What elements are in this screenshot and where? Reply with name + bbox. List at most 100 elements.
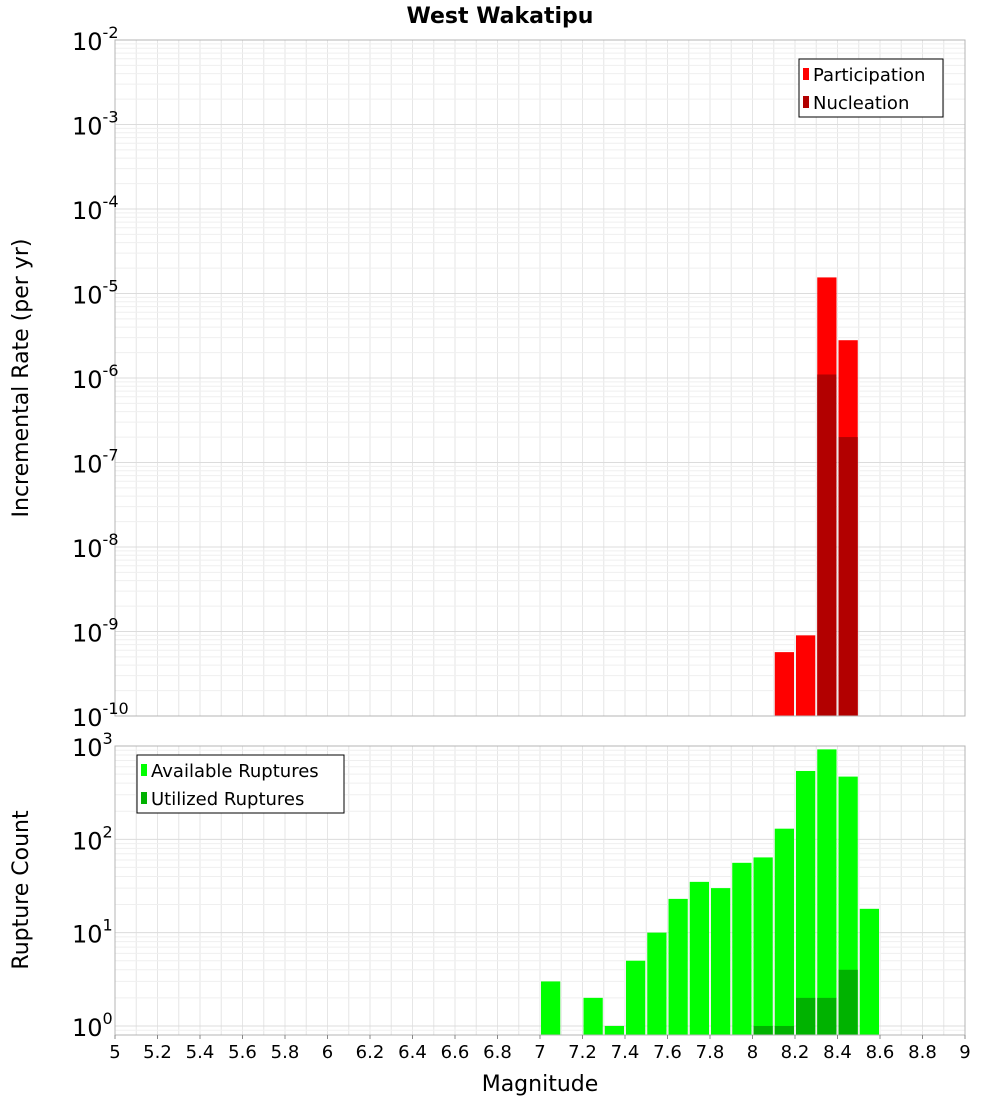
legend-swatch — [141, 764, 147, 776]
y-tick-base: 10 — [72, 28, 103, 56]
y-tick-base: 10 — [72, 734, 103, 762]
x-tick-label: 7.4 — [611, 1042, 640, 1063]
x-tick-label: 7.6 — [653, 1042, 682, 1063]
y-tick-exponent: -7 — [103, 446, 119, 465]
bar — [626, 960, 646, 1035]
bar — [817, 374, 837, 716]
x-tick-label: 9 — [959, 1042, 970, 1063]
x-tick-label: 6.6 — [441, 1042, 470, 1063]
x-tick-label: 8.6 — [866, 1042, 895, 1063]
legend-swatch — [141, 792, 147, 804]
bar — [859, 908, 879, 1035]
y-tick-exponent: 0 — [103, 1009, 113, 1028]
bar — [541, 981, 561, 1035]
y-tick-base: 10 — [72, 620, 103, 648]
y-tick-exponent: 3 — [103, 729, 113, 748]
x-tick-label: 8.2 — [781, 1042, 810, 1063]
x-tick-label: 7 — [534, 1042, 545, 1063]
y-tick-label: 10-9 — [72, 615, 119, 648]
bar — [796, 997, 816, 1035]
y-tick-label: 100 — [72, 1009, 113, 1042]
x-tick-label: 8.8 — [908, 1042, 937, 1063]
x-tick-label: 6 — [322, 1042, 333, 1063]
y-tick-label: 103 — [72, 729, 113, 762]
y-tick-label: 10-7 — [72, 446, 119, 479]
y-tick-exponent: -6 — [103, 361, 119, 380]
bar — [817, 749, 837, 1035]
y-tick-label: 10-4 — [72, 192, 119, 225]
rate-panel: 10-1010-910-810-710-610-510-410-310-2Inc… — [9, 23, 966, 732]
x-tick-label: 5 — [109, 1042, 120, 1063]
x-tick-label: 6.4 — [398, 1042, 427, 1063]
legend-swatch — [803, 68, 809, 80]
x-tick-label: 5.4 — [186, 1042, 215, 1063]
bar — [753, 857, 773, 1035]
y-tick-exponent: -3 — [103, 108, 119, 127]
x-tick-label: 6.2 — [356, 1042, 385, 1063]
x-tick-label: 5.2 — [143, 1042, 172, 1063]
y-tick-base: 10 — [72, 1014, 103, 1042]
bar — [817, 997, 837, 1035]
legend-swatch — [803, 96, 809, 108]
legend-box — [136, 754, 345, 814]
bar — [774, 652, 794, 716]
y-tick-exponent: -9 — [103, 615, 119, 634]
legend-label: Available Ruptures — [151, 761, 319, 782]
x-tick-label: 8.4 — [823, 1042, 852, 1063]
bar — [838, 969, 858, 1035]
y-tick-label: 10-10 — [72, 699, 129, 732]
y-tick-label: 10-5 — [72, 277, 119, 310]
y-tick-exponent: 2 — [103, 822, 113, 841]
bar — [604, 1025, 624, 1035]
bar — [796, 770, 816, 1035]
x-axis-label: Magnitude — [482, 1072, 599, 1097]
y-tick-base: 10 — [72, 113, 103, 141]
x-tick-label: 5.8 — [271, 1042, 300, 1063]
bar — [774, 828, 794, 1035]
y-tick-label: 10-6 — [72, 361, 119, 394]
y-tick-base: 10 — [72, 535, 103, 563]
y-tick-label: 10-2 — [72, 23, 119, 56]
legend-label: Participation — [813, 65, 925, 86]
bar — [753, 1025, 773, 1035]
y-tick-exponent: 1 — [103, 916, 113, 935]
y-tick-label: 102 — [72, 822, 113, 855]
plot-frame — [114, 39, 966, 717]
y-tick-label: 10-3 — [72, 108, 119, 141]
y-tick-base: 10 — [72, 921, 103, 949]
bar — [838, 437, 858, 716]
bar — [711, 888, 731, 1035]
y-tick-base: 10 — [72, 451, 103, 479]
bar — [689, 881, 709, 1035]
y-axis-label: Incremental Rate (per yr) — [9, 239, 34, 518]
chart-title: West Wakatipu — [407, 4, 594, 29]
y-tick-exponent: -5 — [103, 277, 119, 296]
legend-label: Nucleation — [813, 93, 909, 114]
x-tick-label: 7.8 — [696, 1042, 725, 1063]
y-tick-base: 10 — [72, 366, 103, 394]
y-tick-label: 10-8 — [72, 530, 119, 563]
legend-label: Utilized Ruptures — [151, 789, 304, 810]
y-tick-base: 10 — [72, 282, 103, 310]
bar — [732, 862, 752, 1035]
x-tick-label: 7.2 — [568, 1042, 597, 1063]
y-tick-base: 10 — [72, 197, 103, 225]
y-tick-exponent: -4 — [103, 192, 119, 211]
y-tick-base: 10 — [72, 704, 103, 732]
legend-box — [798, 58, 944, 118]
y-tick-label: 101 — [72, 916, 113, 949]
y-tick-exponent: -10 — [103, 699, 129, 718]
y-tick-base: 10 — [72, 827, 103, 855]
x-tick-label: 5.6 — [228, 1042, 257, 1063]
y-tick-exponent: -8 — [103, 530, 119, 549]
bar — [668, 898, 688, 1035]
x-tick-label: 6.8 — [483, 1042, 512, 1063]
y-tick-exponent: -2 — [103, 23, 119, 42]
bar — [796, 635, 816, 716]
bar — [774, 1025, 794, 1035]
x-tick-label: 8 — [747, 1042, 758, 1063]
y-axis-label: Rupture Count — [9, 810, 34, 970]
